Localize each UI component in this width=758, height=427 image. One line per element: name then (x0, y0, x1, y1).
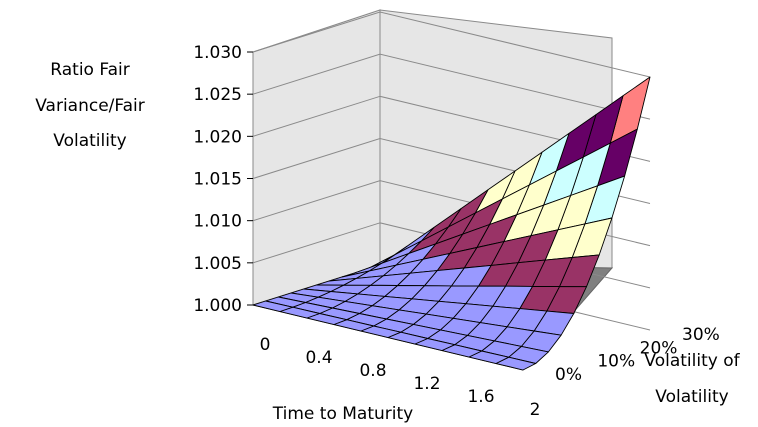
x-axis-ticks: 0 0.4 0.8 1.2 1.6 2 (260, 335, 541, 420)
z-tick-label: 1.025 (193, 85, 242, 105)
gridline (252, 53, 651, 120)
y-tick-label: 30% (682, 325, 720, 345)
x-tick-label: 0 (260, 335, 271, 355)
x-tick-label: 0.8 (359, 361, 386, 381)
surface-plot (252, 76, 651, 371)
z-axis-ticks: 1.000 1.005 1.010 1.015 1.020 1.025 1.030 (193, 43, 253, 316)
z-axis-title-line-1: Ratio Fair (50, 60, 129, 80)
y-axis-title-line-2: Volatility (655, 387, 728, 407)
z-tick-label: 1.030 (193, 43, 242, 63)
y-tick-label: 0% (555, 365, 582, 385)
z-tick-label: 1.010 (193, 212, 242, 232)
y-tick-label: 20% (640, 338, 678, 358)
left-back-wall (252, 9, 381, 306)
gridline (252, 11, 651, 78)
x-tick-label: 1.2 (413, 374, 440, 394)
z-axis-title-line-2: Variance/Fair (35, 96, 145, 116)
y-axis-ticks: 0% 10%20%30% (555, 325, 720, 385)
z-tick-label: 1.015 (193, 170, 242, 190)
z-tick-label: 1.005 (193, 254, 242, 274)
z-tick-label: 1.000 (193, 296, 242, 316)
x-axis-title: Time to Maturity (272, 404, 413, 424)
z-tick-label: 1.020 (193, 127, 242, 147)
surface-cell (252, 300, 294, 312)
x-tick-label: 0.4 (305, 348, 332, 368)
y-axis-title-line-1: Volatility of (644, 351, 740, 371)
z-axis-title-line-3: Volatility (53, 131, 126, 151)
x-tick-label: 1.6 (467, 387, 494, 407)
x-tick-label: 2 (530, 400, 541, 420)
y-tick-label: 10% (597, 352, 635, 372)
